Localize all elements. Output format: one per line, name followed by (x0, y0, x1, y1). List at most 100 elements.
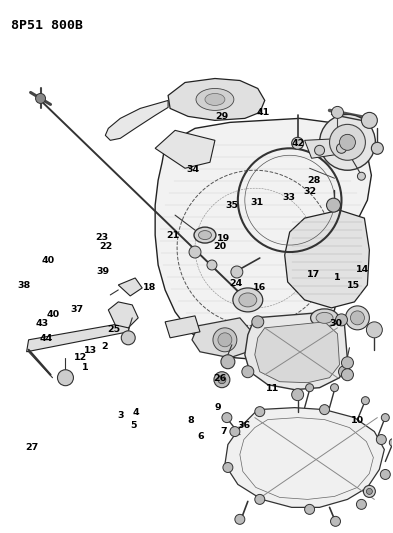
Circle shape (252, 316, 264, 328)
Text: 4: 4 (132, 408, 139, 417)
Polygon shape (305, 139, 351, 158)
Text: 35: 35 (225, 201, 238, 210)
Circle shape (342, 357, 353, 369)
Ellipse shape (194, 227, 216, 243)
Text: 41: 41 (257, 108, 270, 117)
Circle shape (305, 504, 314, 514)
Polygon shape (165, 316, 200, 338)
Text: 6: 6 (197, 432, 204, 441)
Text: 15: 15 (347, 280, 360, 289)
Text: 11: 11 (266, 384, 279, 393)
Circle shape (306, 384, 314, 392)
Ellipse shape (233, 288, 263, 312)
Text: 17: 17 (307, 270, 321, 279)
Text: 31: 31 (251, 198, 264, 207)
Ellipse shape (196, 88, 234, 110)
Circle shape (189, 246, 201, 258)
Text: 40: 40 (41, 256, 54, 264)
Circle shape (381, 414, 389, 422)
Text: 18: 18 (143, 283, 156, 292)
Text: 28: 28 (307, 176, 321, 185)
Text: 21: 21 (166, 231, 180, 240)
Polygon shape (118, 278, 142, 296)
Text: 26: 26 (213, 374, 227, 383)
Ellipse shape (198, 231, 211, 239)
Text: 42: 42 (292, 139, 305, 148)
Circle shape (331, 384, 338, 392)
Text: 19: 19 (217, 235, 231, 244)
Text: 12: 12 (74, 353, 88, 362)
Text: 40: 40 (47, 310, 60, 319)
Circle shape (366, 488, 373, 495)
Ellipse shape (310, 309, 338, 327)
Text: 36: 36 (237, 422, 250, 431)
Circle shape (389, 439, 393, 447)
Circle shape (57, 370, 73, 386)
Circle shape (327, 198, 340, 212)
Circle shape (336, 143, 347, 154)
Text: 23: 23 (95, 233, 108, 242)
Circle shape (340, 134, 355, 150)
Circle shape (218, 376, 226, 384)
Circle shape (366, 322, 382, 338)
Text: 8P51 800B: 8P51 800B (11, 19, 83, 31)
Circle shape (364, 486, 375, 497)
Polygon shape (192, 318, 252, 358)
Circle shape (255, 495, 265, 504)
Circle shape (332, 107, 343, 118)
Text: 8: 8 (187, 416, 194, 425)
Circle shape (223, 463, 233, 472)
Text: 1: 1 (82, 363, 88, 372)
Circle shape (218, 333, 232, 347)
Circle shape (292, 389, 304, 401)
Circle shape (222, 413, 232, 423)
Text: 2: 2 (101, 342, 108, 351)
Polygon shape (225, 408, 384, 507)
Text: 22: 22 (99, 242, 112, 251)
Circle shape (255, 407, 265, 417)
Ellipse shape (316, 312, 333, 324)
Text: 29: 29 (215, 112, 229, 121)
Circle shape (242, 366, 254, 378)
Text: 16: 16 (253, 283, 266, 292)
Polygon shape (27, 322, 130, 352)
Polygon shape (155, 131, 215, 168)
Text: 30: 30 (329, 319, 342, 328)
Text: 3: 3 (117, 411, 123, 420)
Circle shape (342, 369, 353, 381)
Circle shape (362, 112, 377, 128)
Text: 38: 38 (18, 280, 31, 289)
Circle shape (329, 124, 365, 160)
Polygon shape (245, 312, 347, 390)
Polygon shape (168, 78, 265, 120)
Circle shape (380, 470, 390, 480)
Circle shape (371, 142, 383, 154)
Circle shape (235, 514, 245, 524)
Polygon shape (105, 100, 168, 140)
Text: 43: 43 (35, 319, 48, 328)
Text: 7: 7 (220, 427, 227, 436)
Circle shape (230, 426, 240, 437)
Text: 33: 33 (282, 193, 295, 202)
Circle shape (36, 93, 46, 103)
Text: 34: 34 (186, 165, 199, 174)
Ellipse shape (205, 93, 225, 106)
Circle shape (338, 366, 351, 378)
Circle shape (207, 260, 217, 270)
Text: 27: 27 (26, 443, 39, 452)
Circle shape (213, 328, 237, 352)
Polygon shape (285, 210, 369, 308)
Text: 10: 10 (351, 416, 364, 425)
Circle shape (331, 516, 340, 526)
Circle shape (336, 314, 347, 326)
Text: 44: 44 (39, 334, 52, 343)
Text: 37: 37 (70, 304, 84, 313)
Circle shape (376, 434, 386, 445)
Text: 32: 32 (303, 187, 317, 196)
Circle shape (314, 146, 325, 155)
Circle shape (362, 397, 369, 405)
Text: 9: 9 (215, 403, 221, 412)
Text: 13: 13 (84, 346, 97, 355)
Circle shape (345, 306, 369, 330)
Circle shape (292, 138, 304, 149)
